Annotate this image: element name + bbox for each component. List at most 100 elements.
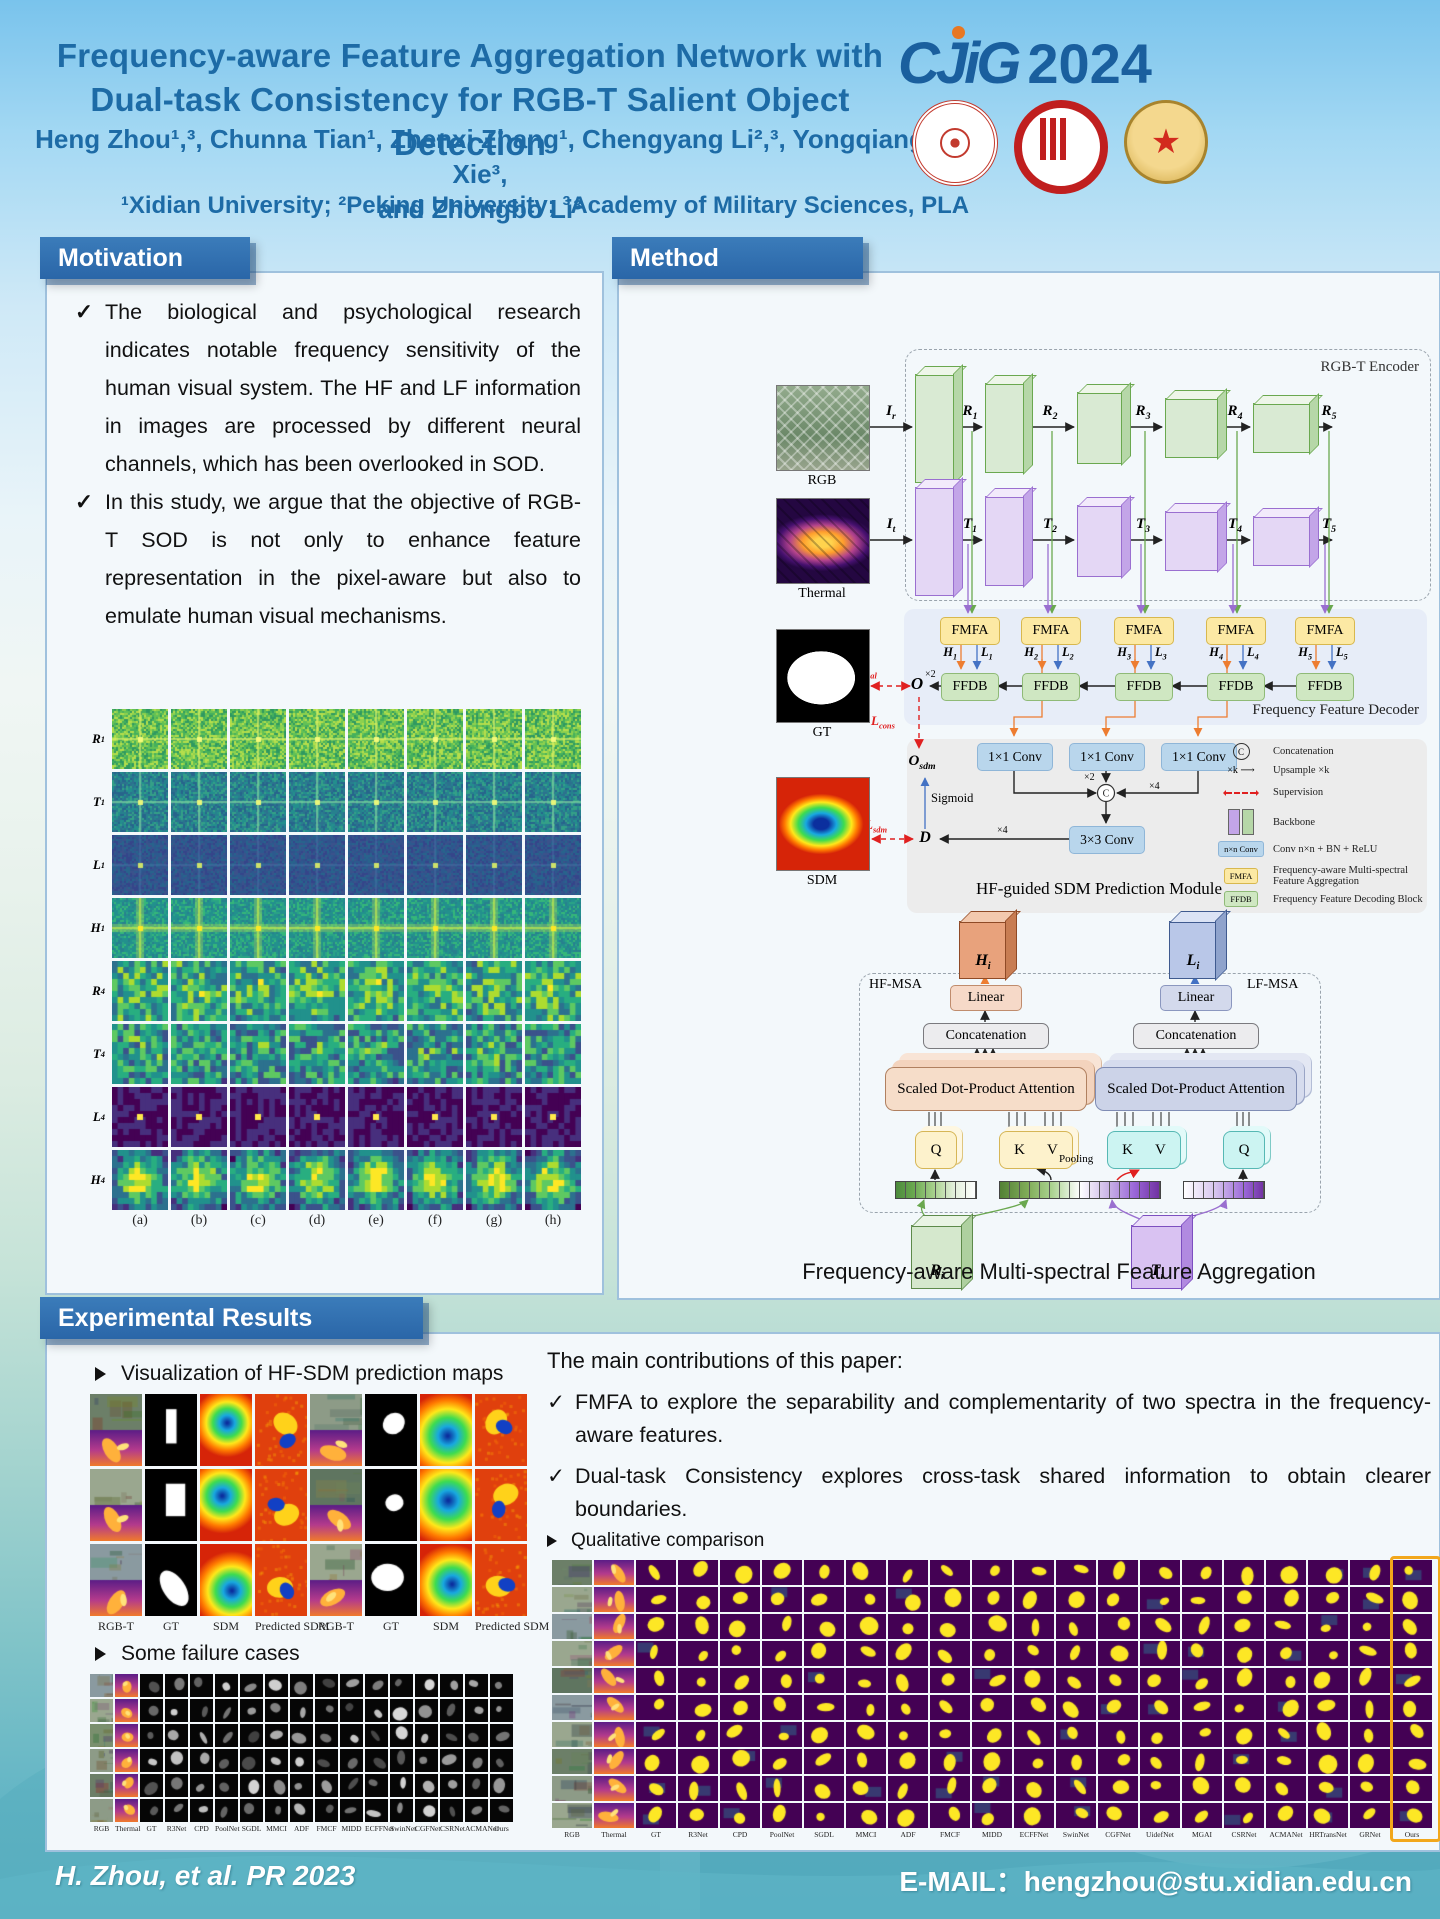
scaled-dot-product-attention-block: Scaled Dot-Product Attention: [885, 1067, 1087, 1111]
thumbnail-cell: [140, 1674, 163, 1697]
thumbnail-cell: [525, 1087, 581, 1147]
thumbnail-cell: [1098, 1695, 1138, 1720]
thumbnail-cell: [678, 1776, 718, 1801]
thumbnail-cell: [1224, 1668, 1264, 1693]
thumbnail-cell: [1392, 1722, 1432, 1747]
thumbnail-cell: [678, 1560, 718, 1585]
thumbnail-cell: [1266, 1641, 1306, 1666]
thumbnail-cell: [140, 1774, 163, 1797]
viz-title-label: Visualization of HF-SDM prediction maps: [121, 1362, 504, 1385]
sdm-output-label: Osdm: [908, 753, 936, 772]
thumbnail-cell: [348, 772, 404, 832]
thumbnail-cell: [1014, 1803, 1054, 1828]
fmfa-block: FMFA: [1021, 617, 1081, 645]
grid-col-label: RGB: [564, 1830, 580, 1839]
thumbnail-cell: [525, 1024, 581, 1084]
thumbnail-cell: [171, 1087, 227, 1147]
citation: H. Zhou, et al. PR 2023: [55, 1860, 356, 1891]
concatenation-block: Concatenation: [1133, 1023, 1259, 1049]
grid-col-label: Ours: [1404, 1830, 1420, 1839]
thumbnail-cell: [972, 1749, 1012, 1774]
ffdb-block: FFDB: [1115, 673, 1173, 701]
thumbnail-cell: [762, 1614, 802, 1639]
thumbnail-cell: [1056, 1614, 1096, 1639]
fmfa-caption: Frequency-aware Multi-spectral Feature A…: [802, 1259, 1316, 1284]
backbone-icon: [1217, 809, 1265, 835]
thumbnail-cell: [115, 1774, 138, 1797]
thumbnail-cell: [90, 1699, 113, 1722]
thumbnail-cell: [1308, 1668, 1348, 1693]
thumbnail-cell: [720, 1587, 760, 1612]
thumbnail-cell: [165, 1699, 188, 1722]
thumbnail-cell: [930, 1776, 970, 1801]
thumbnail-cell: [1392, 1560, 1432, 1585]
thumbnail-cell: [290, 1699, 313, 1722]
thumbnail-cell: [1392, 1641, 1432, 1666]
results-heading: Experimental Results: [40, 1297, 423, 1339]
thumbnail-cell: [466, 1087, 522, 1147]
thumbnail-cell: [465, 1724, 488, 1747]
thumbnail-cell: [1014, 1614, 1054, 1639]
grid-col-label: GT: [163, 1619, 179, 1633]
thumbnail-cell: [290, 1774, 313, 1797]
thumbnail-cell: [348, 1024, 404, 1084]
thumbnail-cell: [475, 1544, 527, 1616]
thumbnail-cell: [289, 709, 345, 769]
thumbnail-cell: [340, 1749, 363, 1772]
thumbnail-cell: [165, 1724, 188, 1747]
thumbnail-cell: [230, 961, 286, 1021]
thumbnail-cell: [1224, 1641, 1264, 1666]
thumbnail-cell: [1350, 1722, 1390, 1747]
thumbnail-cell: [490, 1724, 513, 1747]
check-icon: ✓: [547, 1390, 566, 1414]
thumbnail-cell: [340, 1699, 363, 1722]
thumbnail-cell: [407, 1024, 463, 1084]
thumbnail-cell: [594, 1776, 634, 1801]
thumbnail-cell: [490, 1774, 513, 1797]
thumbnail-cell: [762, 1803, 802, 1828]
thumbnail-cell: [594, 1560, 634, 1585]
thumbnail-cell: [465, 1699, 488, 1722]
thumbnail-cell: [1224, 1587, 1264, 1612]
grid-col-label: (d): [308, 1213, 326, 1228]
sdm-d-label: D: [919, 829, 931, 846]
mixed-token-strip: [999, 1181, 1161, 1199]
grid-col-label: SGDL: [814, 1830, 834, 1839]
grid-col-label: CGFNet: [415, 1824, 441, 1833]
thumbnail-cell: [594, 1749, 634, 1774]
thumbnail-cell: [348, 898, 404, 958]
scaled-dot-product-attention-block: Scaled Dot-Product Attention: [1095, 1067, 1297, 1111]
legend-row: FFDB Frequency Feature Decoding Block: [1217, 891, 1423, 907]
thumbnail-cell: [265, 1724, 288, 1747]
thumbnail-cell: [1308, 1641, 1348, 1666]
thumbnail-cell: [289, 1024, 345, 1084]
thumbnail-cell: [190, 1674, 213, 1697]
thumbnail-cell: [112, 772, 168, 832]
thumbnail-cell: [200, 1469, 252, 1541]
thumbnail-cell: [1098, 1560, 1138, 1585]
thumbnail-cell: [762, 1587, 802, 1612]
grid-col-label: ADF: [900, 1830, 916, 1839]
grid-col-label: CSRNet: [1231, 1830, 1257, 1839]
thumbnail-cell: [594, 1587, 634, 1612]
concatenation-block: Concatenation: [923, 1023, 1049, 1049]
authors-line-1: Heng Zhou¹,³, Chunna Tian¹, Zhenxi Zhang…: [35, 124, 925, 189]
university-seals: ★: [912, 100, 1208, 194]
thumbnail-cell: [1014, 1695, 1054, 1720]
thumbnail-cell: [1056, 1587, 1096, 1612]
failure-title-label: Some failure cases: [121, 1642, 300, 1665]
thumbnail-cell: [340, 1799, 363, 1822]
thumbnail-cell: [720, 1668, 760, 1693]
grid-col-label: SwinNet: [390, 1824, 417, 1833]
thumbnail-cell: [804, 1614, 844, 1639]
thumbnail-cell: [1392, 1803, 1432, 1828]
thumbnail-cell: [1224, 1776, 1264, 1801]
legend-row: n×n Conv Conv n×n + BN + ReLU: [1217, 841, 1423, 857]
thumbnail-cell: [846, 1695, 886, 1720]
thumbnail-cell: [1392, 1668, 1432, 1693]
thumbnail-cell: [678, 1695, 718, 1720]
thumbnail-cell: [720, 1776, 760, 1801]
rgb-input-image: [776, 385, 870, 471]
thermal-stage-label: T1: [962, 516, 978, 535]
